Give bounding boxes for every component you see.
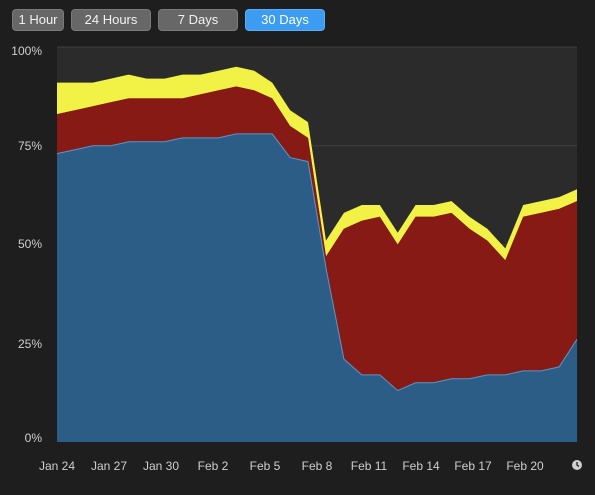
x-axis-labels: Jan 24 Jan 27 Jan 30 Feb 2 Feb 5 Feb 8 F…: [39, 459, 544, 473]
y-tick-label: 50%: [18, 237, 42, 251]
x-tick-label: Jan 27: [91, 459, 127, 473]
clock-icon[interactable]: [572, 460, 582, 470]
series-app-memory-line: [56, 133, 578, 392]
tab-24-hours[interactable]: 24 Hours: [71, 9, 151, 31]
x-tick-label: Feb 17: [454, 459, 492, 473]
x-tick-label: Feb 11: [351, 459, 388, 473]
y-tick-label: 0%: [25, 431, 43, 445]
tab-7-days[interactable]: 7 Days: [158, 9, 238, 31]
y-axis-labels: 0% 25% 50% 75% 100%: [11, 44, 42, 445]
tab-1-hour[interactable]: 1 Hour: [12, 9, 64, 31]
y-tick-label: 75%: [18, 139, 42, 153]
series-compressed-area: [57, 66, 577, 261]
x-tick-label: Jan 30: [143, 459, 179, 473]
x-tick-label: Feb 5: [250, 459, 281, 473]
stacked-areas: [56, 66, 578, 442]
x-tick-label: Feb 14: [402, 459, 440, 473]
series-wired-area: [57, 86, 577, 391]
memory-usage-chart: 0% 25% 50% 75% 100% Jan 24 Jan 27 Jan 30…: [11, 44, 582, 473]
tab-30-days[interactable]: 30 Days: [245, 9, 325, 31]
x-tick-label: Jan 24: [39, 459, 75, 473]
y-tick-label: 25%: [18, 337, 42, 351]
x-tick-label: Feb 8: [302, 459, 333, 473]
series-app-memory-area: [57, 133, 577, 442]
y-tick-label: 100%: [11, 44, 42, 58]
time-range-tabs: 1 Hour 24 Hours 7 Days 30 Days: [12, 9, 325, 31]
x-tick-label: Feb 2: [198, 459, 229, 473]
x-tick-label: Feb 20: [506, 459, 544, 473]
